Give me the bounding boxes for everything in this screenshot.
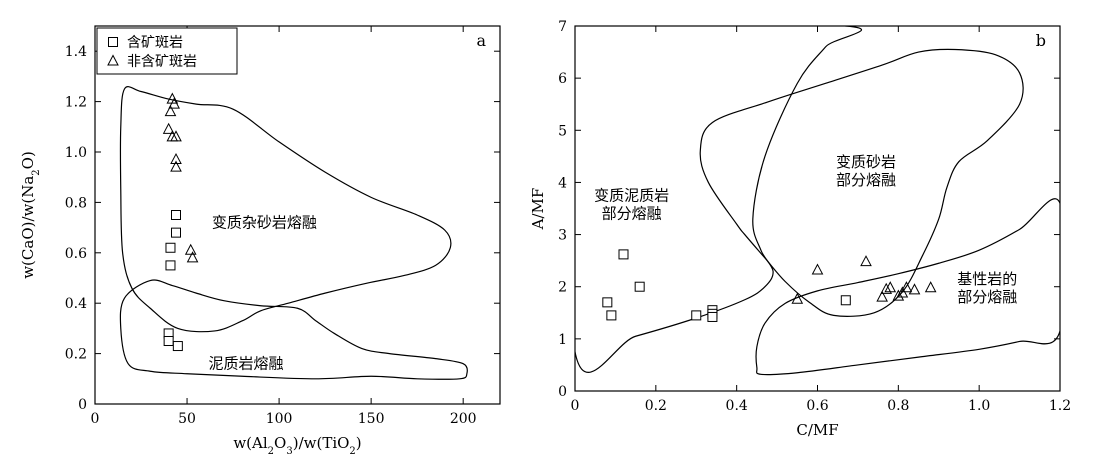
- triangle-marker: [162, 122, 175, 134]
- y-tick-label: 0.2: [65, 347, 87, 363]
- square-marker: [634, 281, 645, 292]
- triangle-marker: [107, 54, 119, 66]
- x-tick-label: 100: [266, 411, 293, 427]
- square-marker: [165, 260, 176, 271]
- legend-label: 含矿斑岩: [127, 35, 183, 51]
- y-tick-label: 0: [558, 384, 567, 400]
- triangle-marker: [884, 281, 897, 293]
- y-tick-label: 2: [558, 280, 567, 296]
- x-tick-label: 1.2: [1049, 398, 1071, 414]
- y-tick-label: 0.4: [65, 296, 87, 312]
- panel-label: b: [1036, 31, 1046, 50]
- triangle-marker: [892, 289, 905, 301]
- y-tick-label: 0.8: [65, 195, 87, 211]
- triangle-marker: [170, 130, 182, 142]
- y-tick-label: 1: [558, 332, 567, 348]
- y-axis-label: A/MF: [529, 188, 547, 231]
- triangle-marker: [168, 97, 180, 109]
- triangle-marker: [184, 243, 197, 255]
- square-marker: [618, 249, 629, 260]
- y-tick-label: 5: [558, 123, 567, 139]
- field-boundary: [119, 279, 468, 380]
- panel-b: 0 0.2 0.4 0.6 0.8 1.0 1.2 0 1 2 3 4 5 6 7 C/MF A/MF b 变质泥质…: [529, 19, 1071, 439]
- triangle-marker: [166, 130, 179, 142]
- field-label: 泥质岩熔融: [208, 355, 283, 373]
- square-marker: [165, 242, 176, 253]
- triangle-marker: [876, 290, 888, 302]
- x-tick-label: 150: [358, 411, 385, 427]
- triangle-marker: [924, 281, 937, 293]
- y-axis-label: w(CaO)/w(Na2O): [19, 151, 42, 279]
- y-tick-label: 0.6: [65, 246, 87, 262]
- square-marker: [606, 310, 617, 321]
- x-axis-label: w(Al2O3)/w(TiO2): [233, 434, 361, 457]
- y-tick-label: 1.2: [65, 95, 87, 111]
- x-tick-label: 200: [450, 411, 477, 427]
- triangle-marker: [900, 281, 913, 293]
- legend-box: [96, 27, 238, 75]
- square-marker: [108, 37, 118, 47]
- y-tick-label: 7: [558, 19, 567, 35]
- x-tick-label: 0.8: [887, 398, 909, 414]
- y-tick-label: 6: [558, 71, 567, 87]
- square-marker: [707, 311, 718, 322]
- triangle-marker: [164, 105, 177, 117]
- square-marker: [163, 336, 174, 346]
- legend-label: 非含矿斑岩: [127, 54, 197, 70]
- square-marker: [840, 295, 851, 306]
- field-label: 部分熔融: [836, 171, 896, 189]
- x-tick-label: 50: [178, 411, 196, 427]
- y-tick-label: 1.0: [65, 145, 87, 161]
- plot-frame: [94, 25, 501, 405]
- panel-label: a: [476, 31, 486, 50]
- y-tick-label: 4: [558, 175, 567, 191]
- field-boundary: [699, 48, 1024, 317]
- field-label: 基性岩的: [957, 270, 1017, 288]
- x-tick-label: 0: [91, 411, 100, 427]
- square-marker: [171, 227, 181, 238]
- field-boundary: [119, 86, 452, 333]
- x-tick-label: 0: [571, 398, 580, 414]
- y-tick-label: 3: [558, 228, 567, 244]
- y-tick-label: 1.4: [65, 44, 87, 60]
- field-label: 变质杂砂岩熔融: [212, 214, 317, 232]
- field-label: 部分熔融: [602, 205, 662, 223]
- triangle-marker: [880, 282, 893, 294]
- triangle-marker: [186, 251, 199, 263]
- x-tick-label: 1.0: [968, 398, 990, 414]
- field-label: 变质泥质岩: [594, 187, 669, 205]
- x-axis-label: C/MF: [796, 421, 838, 439]
- triangle-marker: [908, 283, 921, 295]
- square-marker: [691, 310, 702, 321]
- x-tick-label: 0.6: [806, 398, 828, 414]
- triangle-marker: [811, 263, 824, 275]
- x-tick-label: 0.2: [645, 398, 667, 414]
- square-marker: [171, 210, 181, 220]
- field-label: 变质砂岩: [836, 153, 896, 171]
- triangle-marker: [170, 160, 182, 172]
- square-marker: [602, 297, 613, 308]
- triangle-marker: [170, 152, 182, 165]
- field-boundary: [755, 198, 1060, 376]
- triangle-marker: [860, 255, 872, 267]
- triangle-marker: [791, 292, 804, 304]
- square-marker: [172, 341, 183, 352]
- field-label: 部分熔融: [957, 288, 1017, 306]
- x-tick-label: 0.4: [726, 398, 748, 414]
- y-tick-label: 0: [78, 397, 87, 413]
- panel-a: 0 50 100 150 200 0 0.2 0.4 0.6 0.8 1.0 1.2 1.4 w(Al2O…: [19, 25, 501, 457]
